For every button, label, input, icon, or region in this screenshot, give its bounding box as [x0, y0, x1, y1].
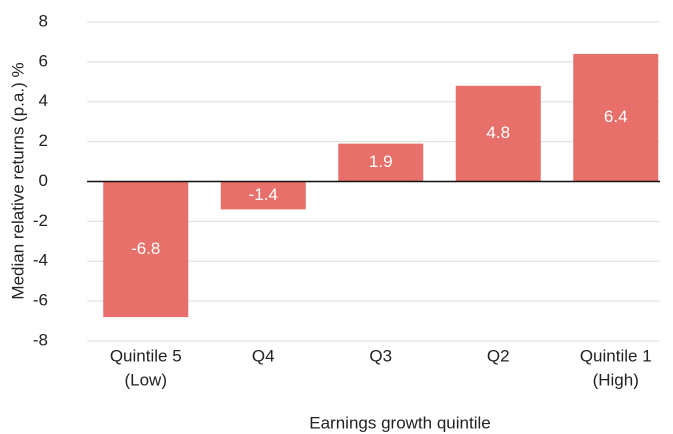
y-axis-label: Median relative returns (p.a.) %	[8, 62, 27, 299]
x-tick-label: Quintile 5	[110, 346, 182, 365]
value-label: -1.4	[249, 185, 278, 204]
y-tick-label: 6	[39, 51, 48, 70]
bar	[573, 53, 659, 182]
y-tick-label: 0	[39, 171, 48, 190]
bar	[338, 143, 424, 182]
x-tick-label: Quintile 1	[580, 346, 652, 365]
y-tick-label: 4	[39, 91, 48, 110]
value-label: 4.8	[486, 123, 510, 142]
y-tick-label: -4	[33, 251, 48, 270]
bar	[455, 85, 541, 182]
y-tick-label: -8	[33, 330, 48, 349]
x-tick-label: (Low)	[124, 370, 167, 389]
value-label: 1.9	[369, 152, 393, 171]
x-tick-label: (High)	[593, 370, 639, 389]
bar	[220, 181, 306, 210]
y-tick-label: 2	[39, 131, 48, 150]
x-axis-label: Earnings growth quintile	[309, 413, 490, 432]
x-tick-label: Q4	[252, 346, 275, 365]
y-tick-label: -2	[33, 211, 48, 230]
bar	[103, 181, 189, 318]
y-tick-label: 8	[39, 11, 48, 30]
value-label: -6.8	[131, 239, 160, 258]
value-label: 6.4	[604, 107, 628, 126]
x-tick-label: Q2	[487, 346, 510, 365]
x-tick-label: Q3	[369, 346, 392, 365]
y-tick-label: -6	[33, 291, 48, 310]
